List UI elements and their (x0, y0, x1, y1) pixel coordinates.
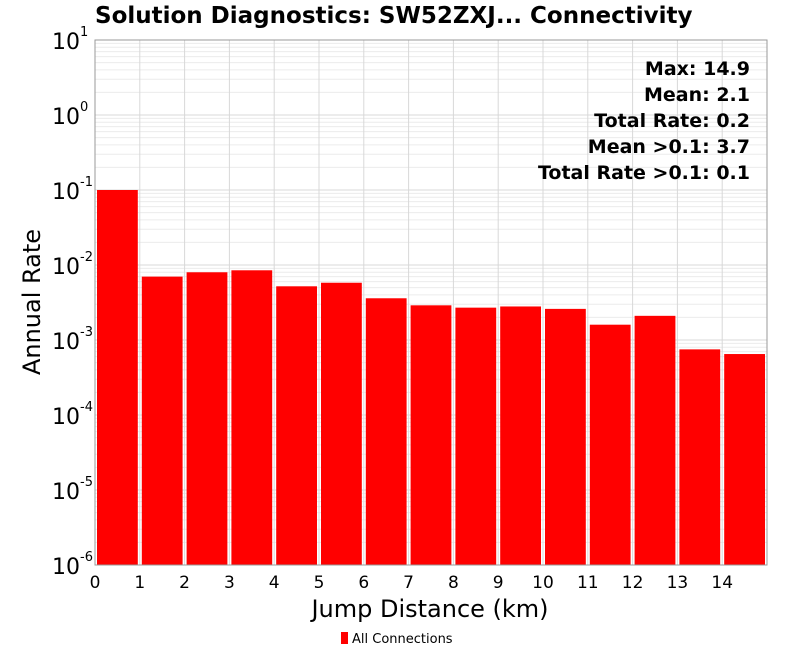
legend-swatch-all-connections (341, 632, 348, 644)
y-tick-label: 10 -4 (52, 400, 93, 430)
x-axis-title: Jump Distance (km) (309, 595, 548, 623)
annotation-3: Mean >0.1: 3.7 (588, 136, 750, 158)
bar-9 (500, 306, 541, 565)
y-tick-exponent: -1 (80, 175, 93, 190)
y-tick-base: 10 (52, 480, 80, 505)
y-tick-label: 10 -6 (52, 550, 93, 580)
plot-frame (94, 39, 768, 566)
y-tick-exponent: 0 (80, 100, 88, 115)
x-tick-label: 4 (269, 573, 280, 593)
y-tick-label: 10 -1 (52, 175, 93, 205)
stats-annotations: Max: 14.9 Mean: 2.1 Total Rate: 0.2 Mean >0… (538, 58, 750, 184)
bar-11 (589, 324, 631, 565)
x-tick-label: 13 (667, 573, 689, 593)
bar-2 (186, 272, 228, 565)
legend: All Connections (341, 632, 453, 647)
y-tick-base: 10 (52, 180, 80, 205)
annotation-0: Max: 14.9 (645, 58, 750, 80)
x-tick-label: 5 (314, 573, 325, 593)
y-tick-exponent: -5 (80, 475, 93, 490)
bar-1 (141, 276, 183, 565)
x-tick-label: 7 (403, 573, 414, 593)
y-tick-label: 10 -5 (52, 475, 93, 505)
bar-5 (321, 282, 362, 565)
bar-7 (410, 305, 452, 565)
y-tick-label: 10 -2 (52, 250, 93, 280)
annotation-1: Mean: 2.1 (644, 84, 750, 106)
y-tick-exponent: -6 (80, 550, 93, 565)
x-tick-label: 8 (448, 573, 459, 593)
bar-13 (679, 349, 721, 565)
y-tick-label: 10 0 (52, 100, 88, 130)
y-tick-base: 10 (52, 30, 80, 55)
y-tick-label: 10 1 (52, 25, 88, 55)
y-tick-exponent: -3 (80, 325, 93, 340)
y-tick-base: 10 (52, 105, 80, 130)
bar-0 (97, 190, 138, 565)
bar-8 (455, 307, 497, 565)
x-tick-label: 11 (577, 573, 599, 593)
x-tick-label: 14 (711, 573, 733, 593)
y-tick-exponent: -2 (80, 250, 93, 265)
x-tick-label: 2 (179, 573, 190, 593)
x-tick-label: 0 (90, 573, 101, 593)
annotation-4: Total Rate >0.1: 0.1 (538, 162, 750, 184)
y-axis-title: Annual Rate (18, 229, 46, 375)
x-tick-label: 1 (134, 573, 145, 593)
y-tick-base: 10 (52, 555, 80, 580)
bar-6 (365, 298, 407, 565)
bar-14 (724, 354, 765, 565)
bar-4 (276, 286, 317, 565)
x-tick-label: 3 (224, 573, 235, 593)
x-tick-label: 10 (532, 573, 554, 593)
y-tick-exponent: 1 (80, 25, 88, 40)
annotation-2: Total Rate: 0.2 (594, 110, 750, 132)
legend-label-all-connections: All Connections (352, 632, 453, 647)
y-tick-base: 10 (52, 255, 80, 280)
y-tick-base: 10 (52, 330, 80, 355)
bar-3 (231, 270, 273, 565)
chart-title: Solution Diagnostics: SW52ZXJ... Connect… (95, 3, 692, 29)
y-tick-label: 10 -3 (52, 325, 93, 355)
y-tick-base: 10 (52, 405, 80, 430)
x-axis-ticks: 0 1 2 3 4 5 6 7 8 9 10 11 12 13 14 (90, 573, 733, 593)
bar-12 (634, 315, 676, 565)
x-tick-label: 9 (493, 573, 504, 593)
bar-10 (545, 308, 586, 565)
bars (97, 190, 765, 565)
x-tick-label: 6 (358, 573, 369, 593)
plot-area (94, 39, 768, 566)
y-tick-exponent: -4 (80, 400, 93, 415)
x-tick-label: 12 (622, 573, 644, 593)
